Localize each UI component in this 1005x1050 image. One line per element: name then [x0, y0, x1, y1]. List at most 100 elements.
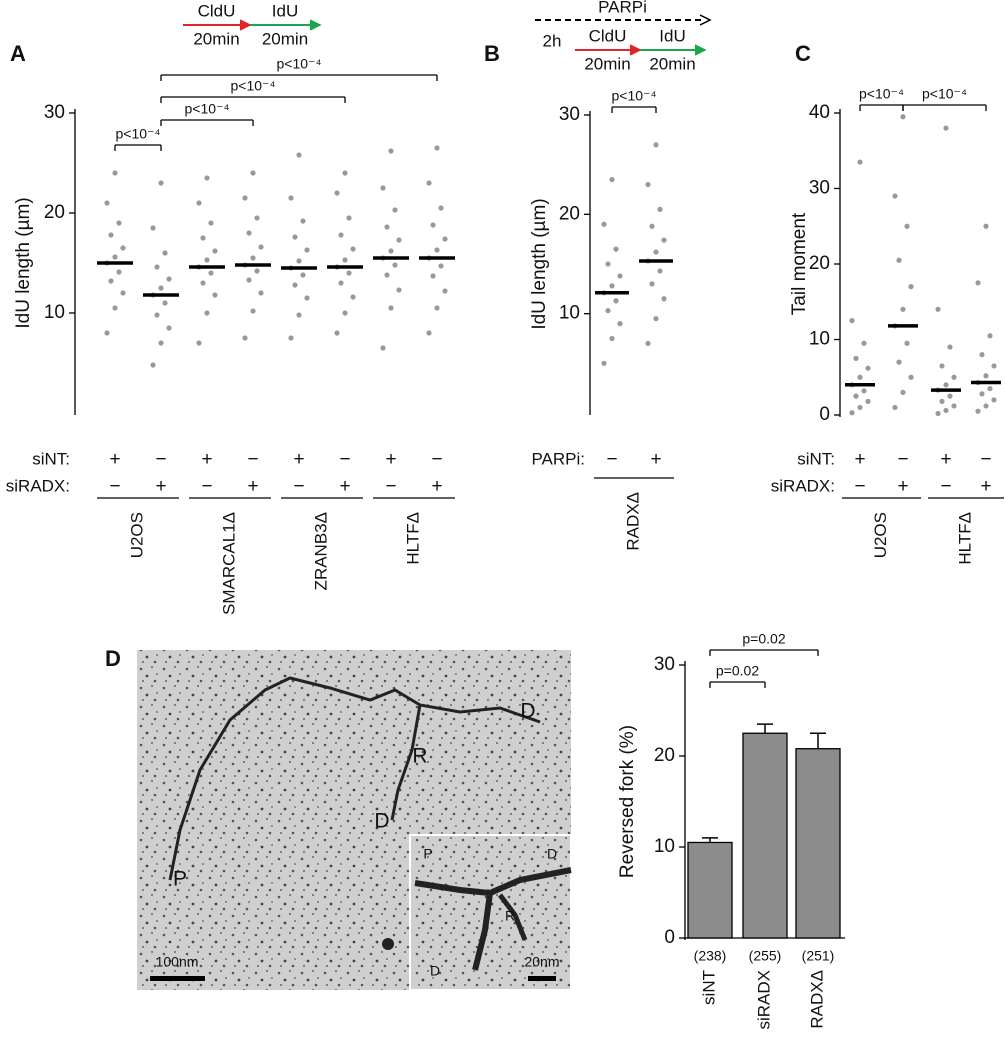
- arrow-head: [699, 14, 712, 26]
- data-point: [384, 224, 390, 230]
- data-point: [380, 185, 386, 191]
- p-value: p<10⁻⁴: [185, 101, 230, 117]
- data-point: [896, 359, 902, 365]
- condition-sign: +: [854, 449, 865, 470]
- data-point: [292, 282, 298, 288]
- data-point: [657, 206, 663, 212]
- panel-label: D: [105, 646, 121, 671]
- data-point: [296, 312, 302, 318]
- data-point: [896, 257, 902, 263]
- row-label: siNT:: [797, 449, 835, 468]
- data-point: [296, 152, 302, 158]
- data-point: [857, 404, 863, 411]
- data-point: [609, 283, 615, 289]
- data-point: [613, 298, 619, 304]
- data-point: [661, 237, 667, 243]
- condition-sign: −: [109, 476, 120, 497]
- data-point: [939, 363, 945, 369]
- data-point: [108, 278, 114, 284]
- condition-sign: +: [980, 476, 991, 497]
- condition-sign: −: [606, 449, 617, 470]
- data-point: [258, 290, 264, 296]
- data-point: [434, 145, 440, 151]
- error-bar: [757, 723, 773, 734]
- data-point: [304, 295, 310, 301]
- p-value: p<10⁻⁴: [116, 126, 161, 142]
- data-point: [983, 403, 989, 409]
- y-axis-label: Tail moment: [789, 212, 810, 315]
- count-label: (238): [694, 948, 727, 964]
- data-point: [158, 180, 164, 186]
- x-tick-label: siRADX: [754, 970, 773, 1030]
- data-point: [246, 230, 252, 236]
- condition-sign: −: [247, 449, 258, 470]
- y-axis-label: Reversed fork (%): [617, 725, 638, 878]
- data-point: [605, 261, 611, 267]
- y-axis-label: IdU length (µm): [13, 197, 34, 328]
- y-tick-label: 30: [44, 102, 65, 123]
- data-point: [861, 340, 867, 346]
- bar: [687, 841, 733, 939]
- data-point: [605, 308, 611, 314]
- data-point: [254, 215, 260, 221]
- inset-scale-bar-label: 20nm: [524, 954, 559, 970]
- error-bar: [702, 837, 718, 843]
- inset-label: P: [423, 846, 432, 862]
- inset-label: D: [430, 963, 440, 979]
- data-point: [438, 205, 444, 211]
- data-point: [975, 408, 981, 414]
- inset-label: D: [547, 846, 557, 862]
- row-label: siRADX:: [6, 476, 70, 495]
- data-point: [292, 234, 298, 240]
- micrograph-label: R: [412, 745, 427, 768]
- y-tick-label: 30: [559, 104, 580, 125]
- data-point: [442, 288, 448, 294]
- data-point: [242, 195, 248, 201]
- pretreatment-label: PARPi: [598, 0, 647, 16]
- y-tick-label: 0: [819, 404, 830, 425]
- data-point: [150, 362, 156, 368]
- cell-line-label: HLTFΔ: [403, 512, 422, 565]
- p-value: p=0.02: [716, 663, 759, 679]
- data-point: [250, 255, 256, 261]
- data-point: [342, 310, 348, 316]
- data-point: [158, 340, 164, 346]
- data-point: [304, 247, 310, 253]
- p-value: p<10⁻⁴: [922, 86, 967, 102]
- data-point: [108, 232, 114, 238]
- condition-sign: +: [650, 449, 661, 470]
- data-point: [617, 321, 623, 327]
- cell-line-label: U2OS: [871, 512, 890, 558]
- condition-sign: +: [109, 449, 120, 470]
- data-point: [904, 340, 910, 346]
- data-point: [388, 248, 394, 254]
- data-point: [904, 223, 910, 229]
- condition-sign: −: [940, 476, 951, 497]
- cell-line-label: ZRANB3Δ: [311, 512, 330, 590]
- data-point: [384, 272, 390, 278]
- condition-sign: −: [201, 476, 212, 497]
- data-point: [392, 262, 398, 268]
- row-label: siRADX:: [771, 476, 835, 495]
- treatment-label: IdU: [659, 26, 685, 45]
- data-point: [288, 195, 294, 201]
- data-point: [849, 410, 855, 416]
- data-point: [900, 114, 906, 120]
- treatment-duration: 20min: [649, 54, 695, 73]
- treatment-duration: 20min: [584, 54, 630, 73]
- data-point: [258, 244, 264, 250]
- data-point: [649, 223, 655, 229]
- data-point: [204, 310, 210, 316]
- data-point: [334, 330, 340, 336]
- x-tick-label: RADXΔ: [807, 970, 826, 1029]
- data-point: [212, 292, 218, 298]
- data-point: [116, 269, 122, 275]
- p-value: p<10⁻⁴: [231, 78, 276, 94]
- condition-sign: +: [247, 476, 258, 497]
- y-tick-label: 10: [809, 329, 830, 350]
- y-tick-label: 0: [664, 927, 675, 948]
- data-point: [935, 306, 941, 312]
- data-point: [254, 268, 260, 274]
- data-point: [338, 232, 344, 238]
